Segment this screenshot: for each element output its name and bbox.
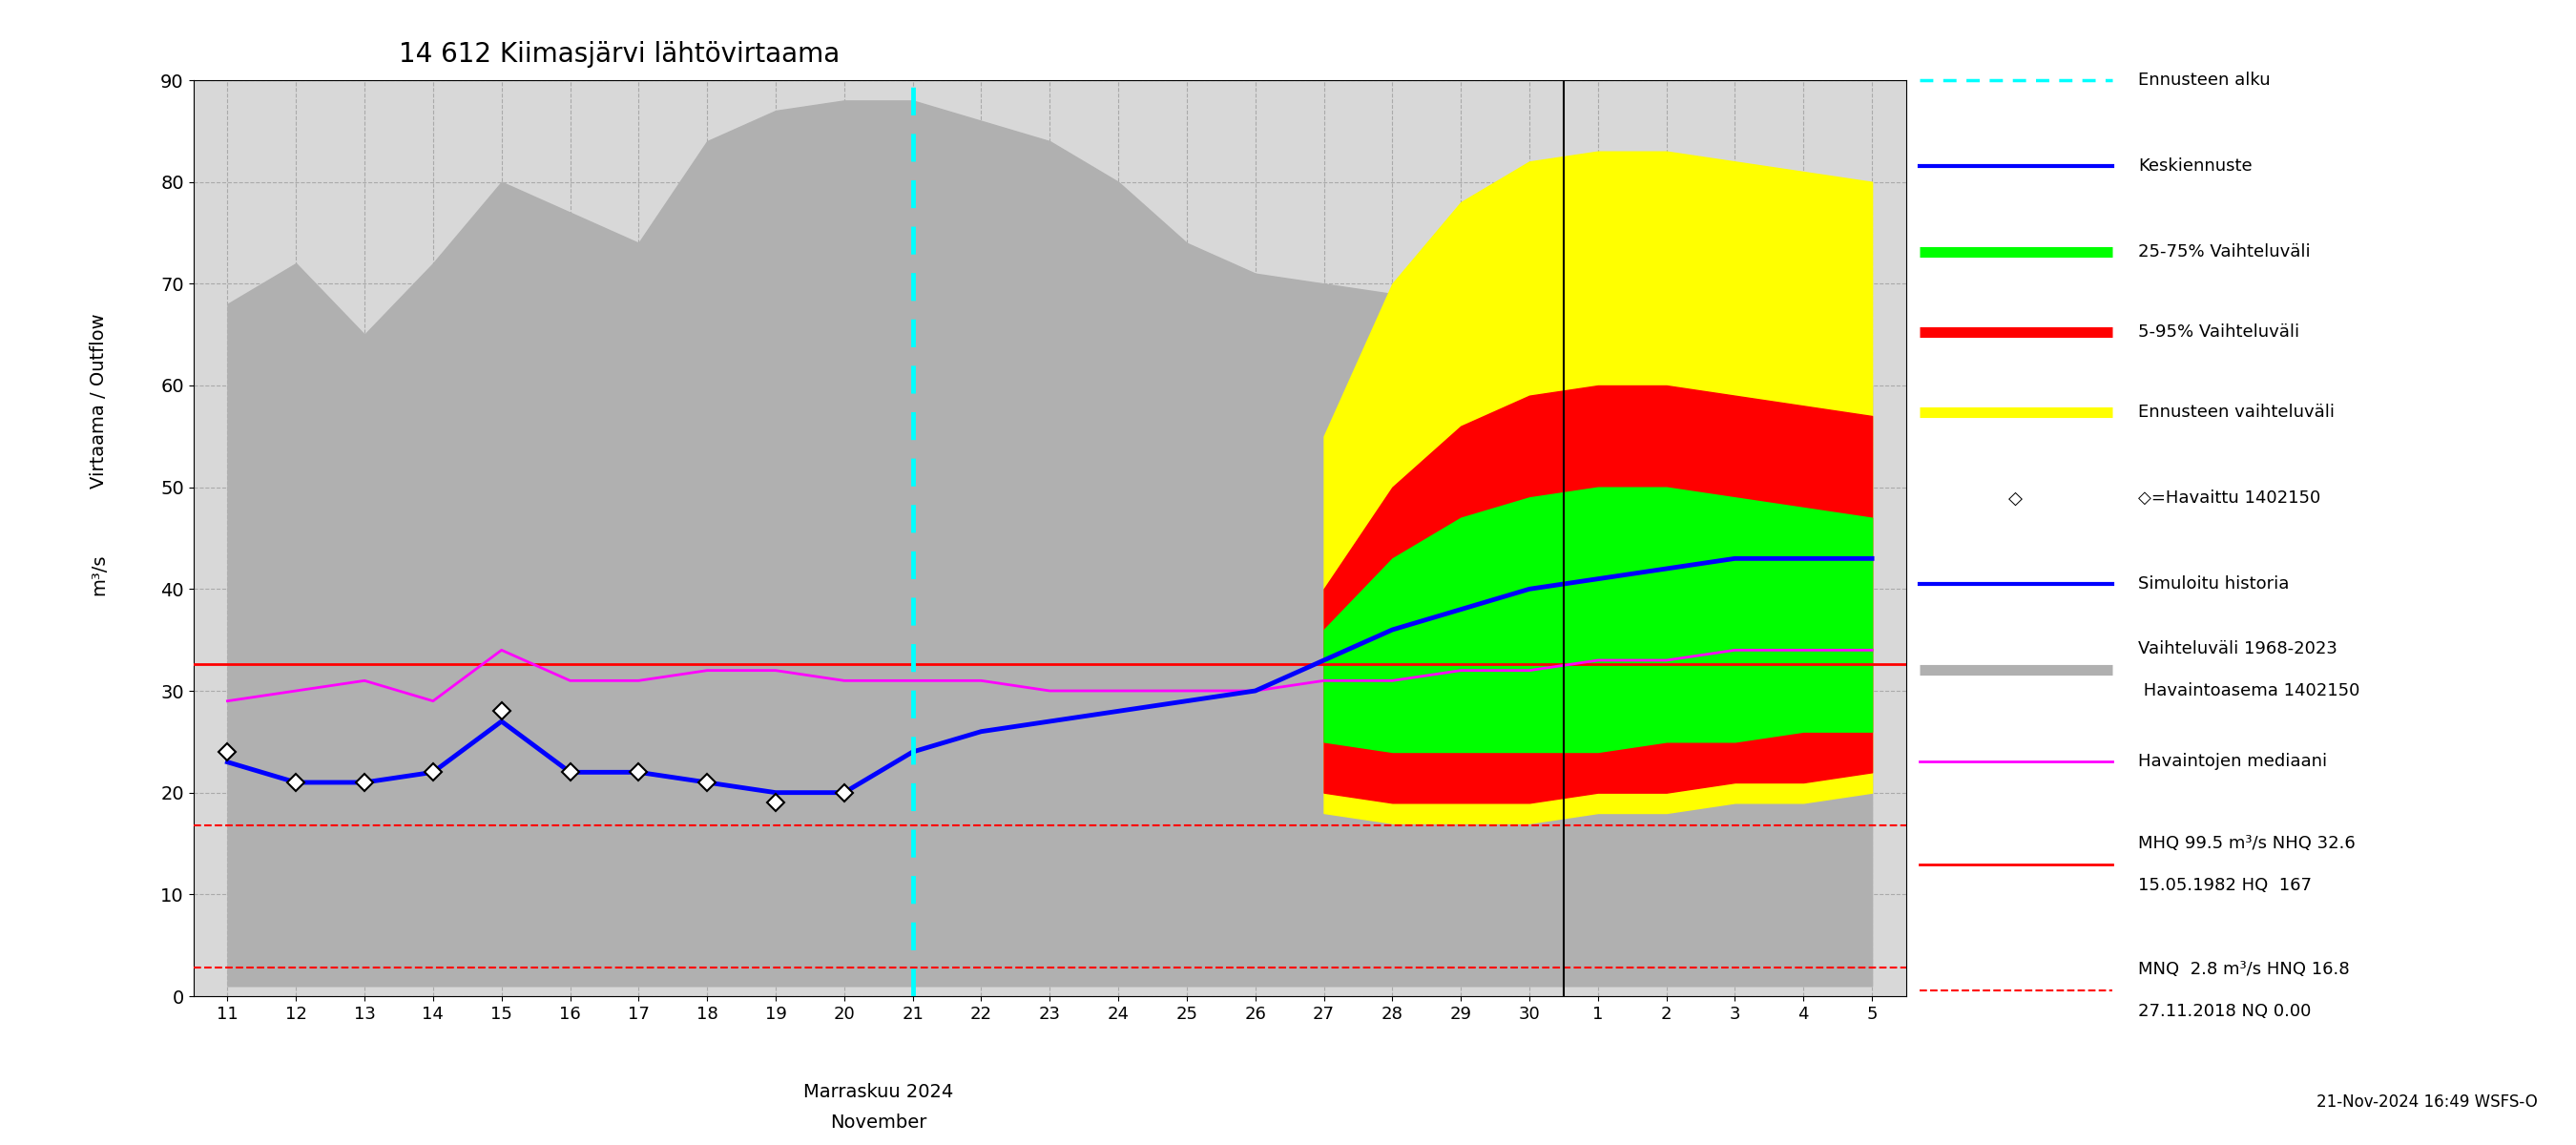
Text: Virtaama / Outflow: Virtaama / Outflow	[90, 313, 108, 489]
Text: Simuloitu historia: Simuloitu historia	[2138, 575, 2290, 593]
Text: Marraskuu 2024: Marraskuu 2024	[804, 1083, 953, 1100]
Text: Havaintoasema 1402150: Havaintoasema 1402150	[2138, 681, 2360, 698]
Text: Havaintojen mediaani: Havaintojen mediaani	[2138, 753, 2326, 769]
Text: Ennusteen alku: Ennusteen alku	[2138, 71, 2269, 88]
Text: 27.11.2018 NQ 0.00: 27.11.2018 NQ 0.00	[2138, 1003, 2311, 1019]
Text: Ennusteen vaihteluväli: Ennusteen vaihteluväli	[2138, 403, 2334, 420]
Text: ◇=Havaittu 1402150: ◇=Havaittu 1402150	[2138, 490, 2321, 506]
Text: m³/s: m³/s	[90, 554, 108, 595]
Text: 25-75% Vaihteluväli: 25-75% Vaihteluväli	[2138, 243, 2311, 260]
Text: 15.05.1982 HQ  167: 15.05.1982 HQ 167	[2138, 877, 2311, 893]
Text: Keskiennuste: Keskiennuste	[2138, 157, 2251, 174]
Text: MHQ 99.5 m³/s NHQ 32.6: MHQ 99.5 m³/s NHQ 32.6	[2138, 836, 2354, 852]
Text: MNQ  2.8 m³/s HNQ 16.8: MNQ 2.8 m³/s HNQ 16.8	[2138, 962, 2349, 978]
Text: ◇: ◇	[2009, 489, 2022, 507]
Text: 21-Nov-2024 16:49 WSFS-O: 21-Nov-2024 16:49 WSFS-O	[2316, 1093, 2537, 1111]
Text: 14 612 Kiimasjärvi lähtövirtaama: 14 612 Kiimasjärvi lähtövirtaama	[399, 40, 840, 68]
Text: Vaihteluväli 1968-2023: Vaihteluväli 1968-2023	[2138, 640, 2336, 657]
Text: 5-95% Vaihteluväli: 5-95% Vaihteluväli	[2138, 323, 2300, 341]
Text: November: November	[829, 1113, 927, 1131]
